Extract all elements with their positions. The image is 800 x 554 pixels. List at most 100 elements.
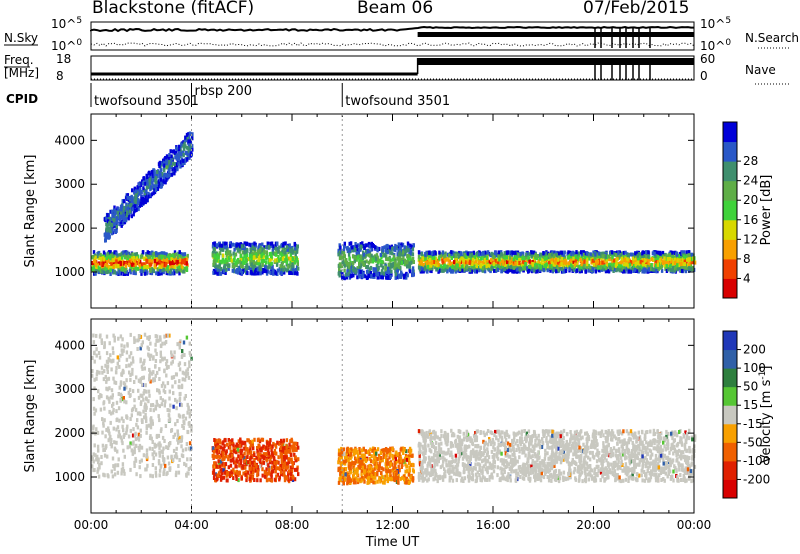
power-echo-cell <box>403 258 407 263</box>
power-echo-cell <box>665 269 669 273</box>
power-echo-cell <box>163 157 166 162</box>
power-echo-cell <box>394 243 397 248</box>
velocity-echo-cell <box>139 428 142 433</box>
velocity-echo-cell <box>115 400 119 405</box>
power-echo-cell <box>184 135 187 140</box>
power-echo-cell <box>510 257 513 262</box>
power-echo-cell <box>146 183 149 188</box>
power-echo-cell <box>555 253 558 258</box>
velocity-echo-cell <box>154 364 157 369</box>
power-echo-cell <box>367 272 370 277</box>
power-echo-cell <box>524 255 528 260</box>
power-echo-cell <box>352 267 355 272</box>
power-echo-cell <box>677 263 681 268</box>
power-echo-cell <box>688 250 691 255</box>
velocity-echo-cell <box>129 467 132 472</box>
station-title: Blackstone (fitACF) <box>92 0 255 18</box>
power-echo-cell <box>662 254 665 259</box>
power-echo-cell <box>171 167 174 172</box>
power-colorbar-label: Power [dB] <box>759 175 774 246</box>
velocity-echo-cell <box>158 453 161 458</box>
velocity-echo-cell <box>125 357 129 362</box>
power-echo-cell <box>146 250 149 255</box>
power-echo-cell <box>660 257 663 262</box>
velocity-echo-cell <box>101 370 104 375</box>
velocity-echo-cell <box>103 453 107 458</box>
power-echo-cell <box>290 271 293 275</box>
power-echo-cell <box>151 181 154 186</box>
power-echo-cell <box>266 269 270 274</box>
power-echo-cell <box>375 271 378 276</box>
power-echo-cell <box>348 256 351 261</box>
power-echo-cell <box>385 270 389 274</box>
velocity-echo-cell <box>158 450 161 455</box>
power-echo-cell <box>137 258 140 263</box>
velocity-echo-cell <box>169 403 172 408</box>
velocity-echo-cell <box>175 372 178 377</box>
nave-block <box>417 58 694 65</box>
velocity-echo-cell <box>167 413 170 418</box>
power-echo-cell <box>218 271 221 276</box>
power-echo-cell <box>576 257 579 261</box>
velocity-echo-cell <box>92 340 96 345</box>
power-echo-cell <box>113 205 116 210</box>
power-echo-cell <box>345 275 348 280</box>
velocity-echo-cell <box>154 342 157 347</box>
power-echo-cell <box>387 275 390 280</box>
power-y-tick-label: 1000 <box>54 265 85 279</box>
velocity-echo-cell <box>148 446 152 451</box>
power-echo-cell <box>608 265 611 270</box>
power-echo-cell <box>636 256 640 261</box>
power-echo-cell <box>152 191 155 196</box>
power-echo-cell <box>679 252 682 256</box>
power-echo-cell <box>592 262 596 267</box>
velocity-echo-cell <box>93 443 96 448</box>
power-echo-cell <box>96 263 100 268</box>
power-y-tick-label: 4000 <box>54 133 85 147</box>
power-echo-cell <box>512 265 516 270</box>
power-echo-cell <box>359 269 362 274</box>
power-echo-cell <box>157 252 160 257</box>
power-echo-cell <box>621 259 624 264</box>
power-echo-cell <box>168 253 171 258</box>
power-echo-cell <box>217 258 220 263</box>
power-echo-cell <box>501 254 504 259</box>
velocity-echo-cell <box>116 355 119 360</box>
power-echo-cell <box>588 256 591 261</box>
power-echo-cell <box>425 261 428 265</box>
power-echo-cell <box>259 271 262 276</box>
velocity-echo-cell <box>177 384 180 389</box>
power-echo-cell <box>480 252 483 256</box>
nsky-block <box>417 32 694 37</box>
power-echo-cell <box>174 252 178 257</box>
power-echo-cell <box>638 252 641 256</box>
power-echo-cell <box>573 251 577 256</box>
velocity-echo-cell <box>145 397 148 402</box>
velocity-echo-cell <box>135 422 138 427</box>
power-echo-cell <box>115 224 118 229</box>
power-echo-cell <box>568 264 571 268</box>
power-echo-cell <box>288 243 291 248</box>
power-echo-cell <box>381 248 384 253</box>
power-echo-cell <box>265 250 268 255</box>
power-echo-cell <box>349 264 352 269</box>
power-colorbar-swatch <box>723 161 737 182</box>
power-echo-cell <box>440 256 444 261</box>
power-echo-cell <box>272 271 275 276</box>
power-echo-cell <box>658 257 661 262</box>
power-echo-cell <box>636 253 639 258</box>
power-echo-cell <box>470 269 473 274</box>
power-echo-cell <box>674 266 678 271</box>
velocity-echo-cell <box>149 425 153 430</box>
cpid-segment-label: twofsound 3501 <box>94 94 199 109</box>
power-echo-cell <box>570 252 573 257</box>
velocity-echo-cell <box>132 427 135 432</box>
power-echo-cell <box>178 148 181 153</box>
power-echo-cell <box>236 257 240 262</box>
velocity-echo-cell <box>93 386 96 391</box>
power-echo-cell <box>377 267 380 272</box>
power-echo-cell <box>105 256 108 260</box>
power-echo-cell <box>681 268 684 273</box>
power-echo-cell <box>535 265 538 270</box>
velocity-echo-cell <box>164 424 168 428</box>
